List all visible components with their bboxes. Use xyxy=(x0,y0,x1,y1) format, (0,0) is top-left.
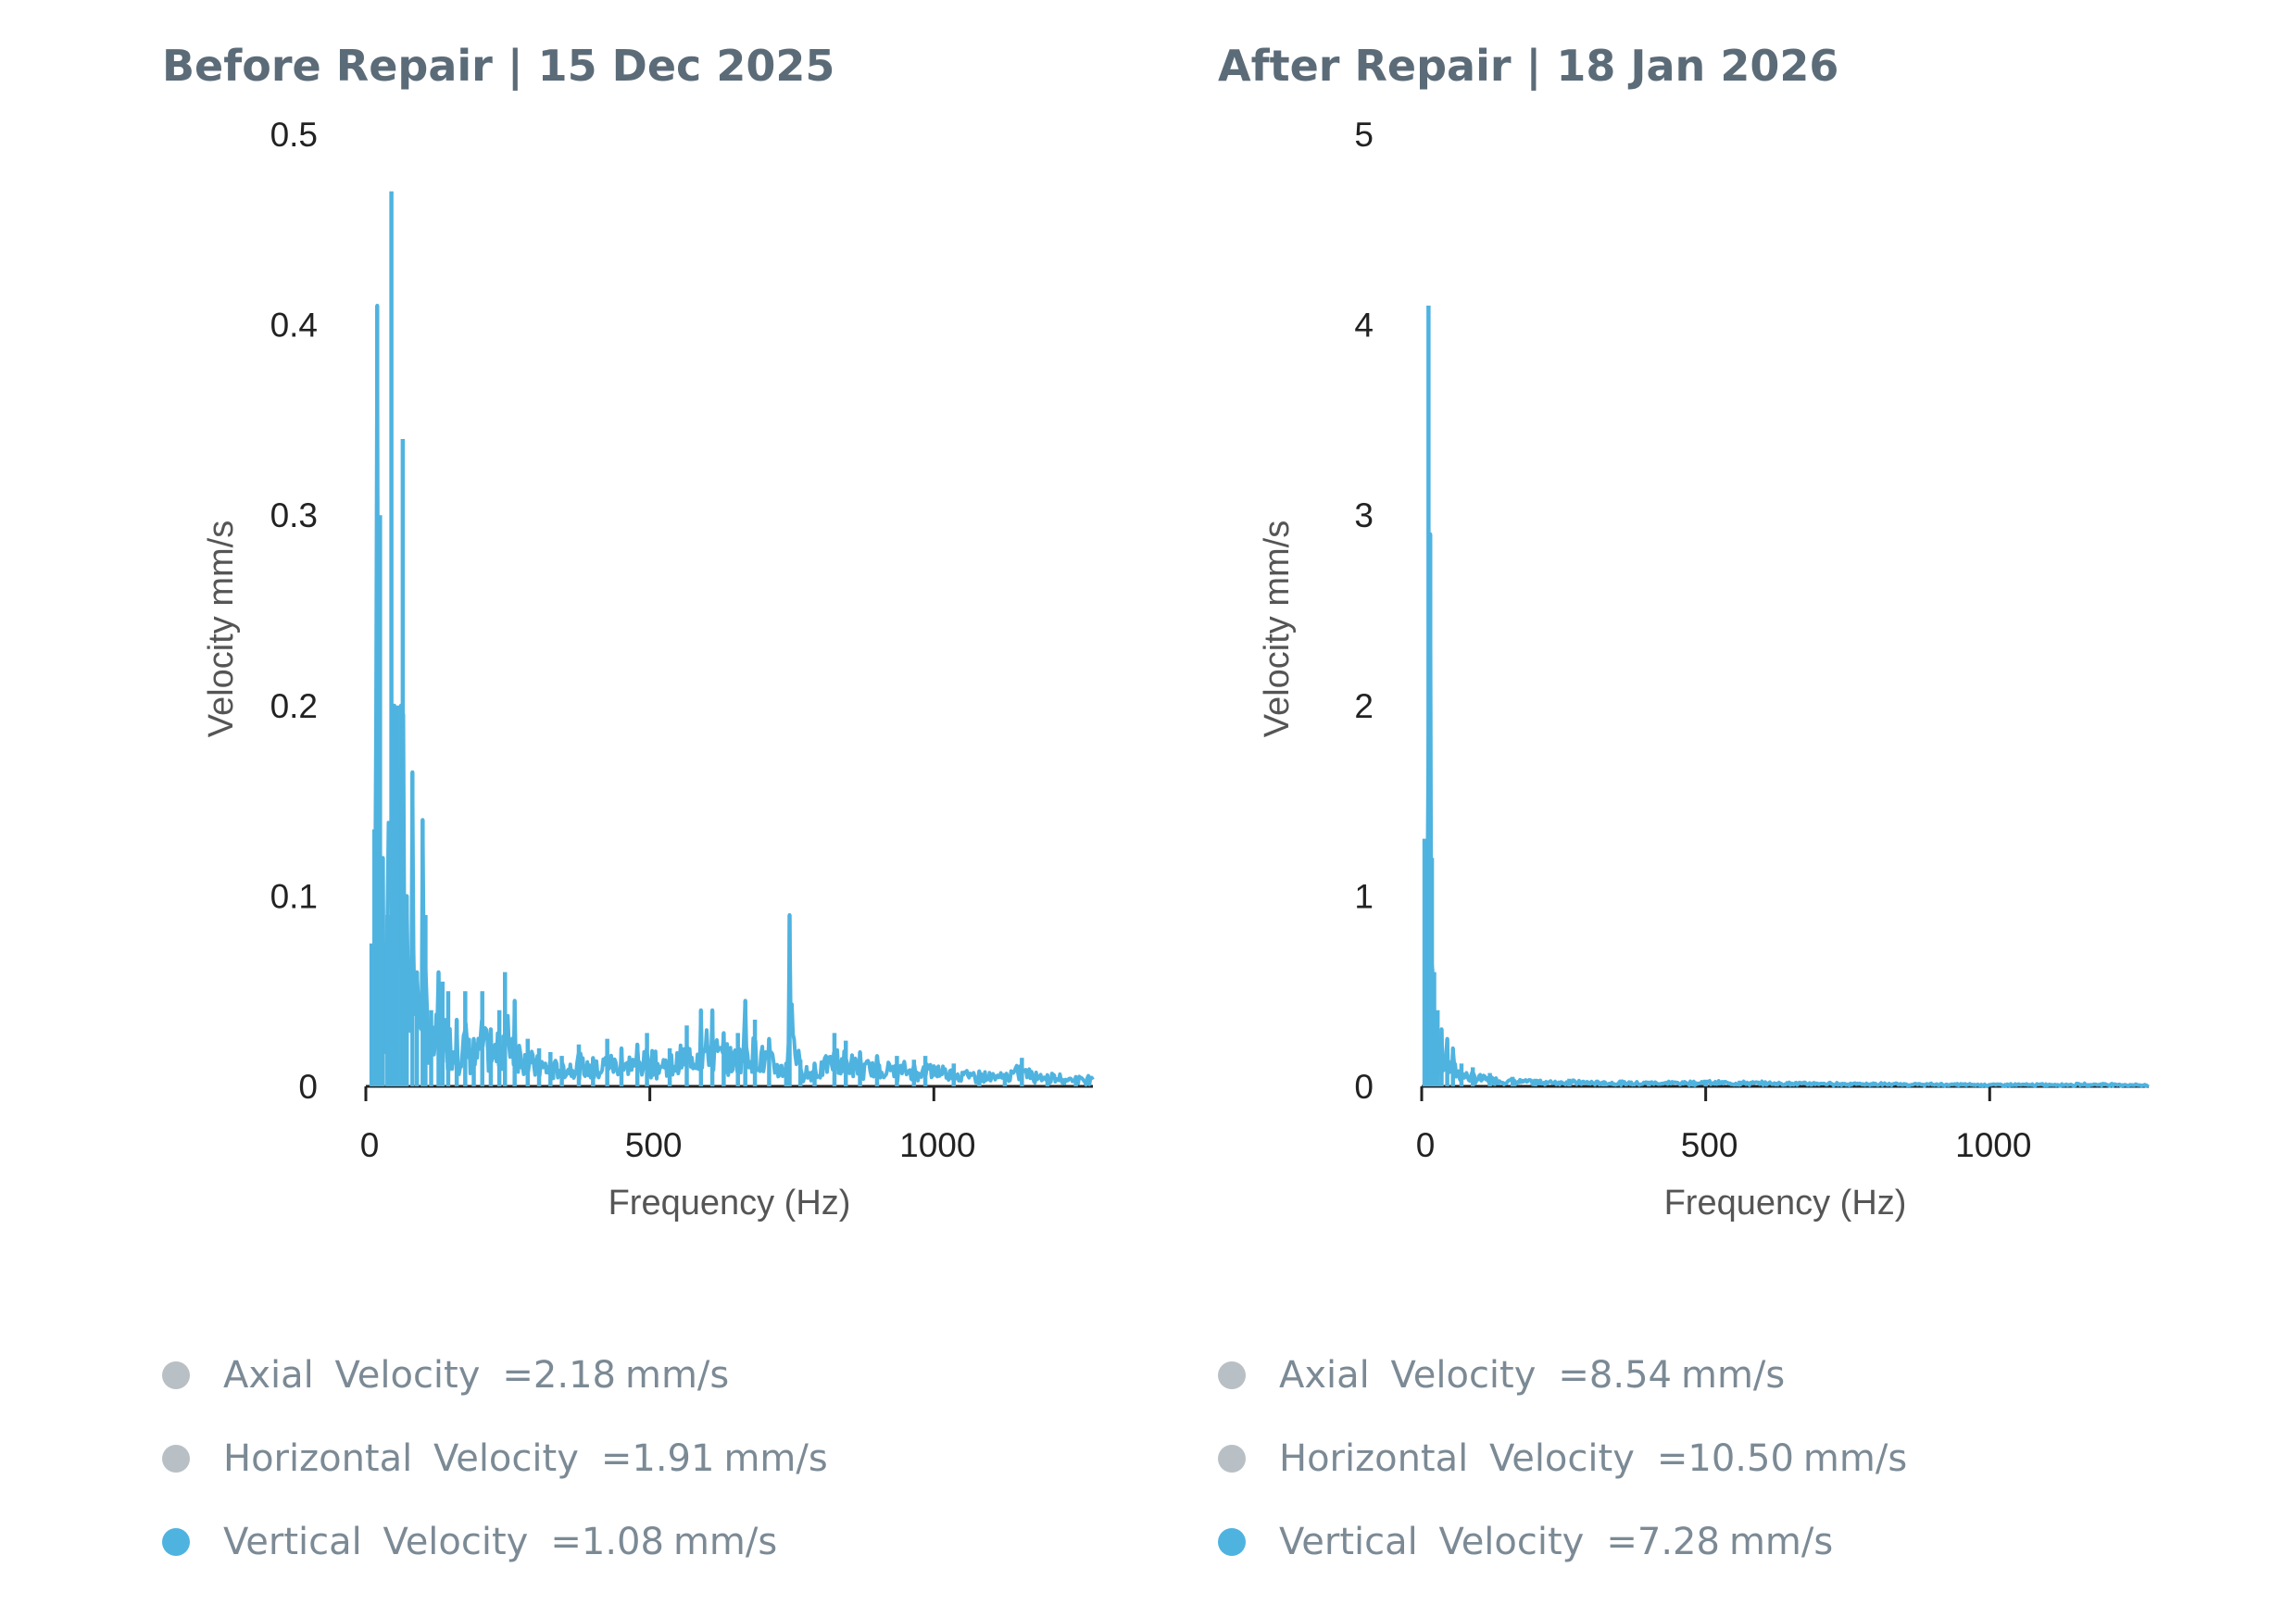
legend-dot-horizontal xyxy=(162,1445,190,1473)
spectrum-chart-before: 0 0.1 0.2 0.3 0.4 0.5 0 500 1000 Frequency (Hz) Ve… xyxy=(202,116,1095,1223)
legend-value-axial: 2.18 xyxy=(533,1354,616,1397)
y-axis-title: Velocity mm/s xyxy=(202,520,241,737)
x-tick-label: 1000 xyxy=(1955,1126,2031,1164)
legend-equals: = xyxy=(1656,1437,1688,1480)
x-axis-title: Frequency (Hz) xyxy=(609,1184,851,1223)
y-tick-label: 0.2 xyxy=(270,687,318,725)
series-line-vertical xyxy=(370,304,1095,1087)
y-tick-label: 0.3 xyxy=(270,496,318,534)
x-tick-label: 500 xyxy=(1681,1126,1738,1164)
y-tick-label: 1 xyxy=(1354,877,1374,915)
y-tick-label: 0.1 xyxy=(270,877,318,915)
legend-equals: = xyxy=(600,1437,633,1480)
y-tick-label: 0.5 xyxy=(270,116,318,154)
legend-dot-horizontal xyxy=(1218,1445,1246,1473)
chart-panel-after: After Repair | 18 Jan 2026 0 1 2 3 4 5 0 500 100… xyxy=(1218,0,2283,1605)
x-axis-title: Frequency (Hz) xyxy=(1664,1184,1907,1223)
chart-title-before: Before Repair | 15 Dec 2025 xyxy=(162,41,835,91)
y-tick-label: 2 xyxy=(1354,687,1374,725)
x-tick-label: 0 xyxy=(1416,1126,1436,1164)
x-tick-label: 0 xyxy=(360,1126,380,1164)
legend-value-axial: 8.54 xyxy=(1588,1354,1672,1397)
legend-item-vertical[interactable]: Vertical Velocity = 7.28 mm/s xyxy=(1218,1500,1907,1584)
legend-label-horizontal: Horizontal Velocity xyxy=(223,1437,579,1480)
chart-title-after: After Repair | 18 Jan 2026 xyxy=(1218,41,1839,91)
legend-before: Axial Velocity = 2.18 mm/s Horizontal Vel… xyxy=(162,1334,828,1584)
y-tick-label: 0 xyxy=(1354,1068,1374,1106)
legend-unit: mm/s xyxy=(1802,1437,1908,1480)
legend-label-vertical: Vertical Velocity xyxy=(223,1521,529,1563)
legend-label-horizontal: Horizontal Velocity xyxy=(1279,1437,1635,1480)
legend-dot-axial xyxy=(162,1361,190,1389)
legend-label-vertical: Vertical Velocity xyxy=(1279,1521,1585,1563)
legend-value-horizontal: 10.50 xyxy=(1687,1437,1794,1480)
legend-dot-vertical xyxy=(1218,1528,1246,1556)
y-tick-label: 0.4 xyxy=(270,307,318,345)
legend-unit: mm/s xyxy=(1728,1521,1834,1563)
legend-equals: = xyxy=(502,1354,533,1397)
legend-equals: = xyxy=(550,1521,582,1563)
legend-dot-axial xyxy=(1218,1361,1246,1389)
x-tick-label: 500 xyxy=(625,1126,683,1164)
legend-value-horizontal: 1.91 xyxy=(632,1437,715,1480)
legend-unit: mm/s xyxy=(672,1521,778,1563)
legend-item-axial[interactable]: Axial Velocity = 8.54 mm/s xyxy=(1218,1334,1907,1417)
legend-after: Axial Velocity = 8.54 mm/s Horizontal Vel… xyxy=(1218,1334,1907,1584)
x-tick-label: 1000 xyxy=(899,1126,975,1164)
series-line-vertical xyxy=(1423,532,2150,1088)
legend-unit: mm/s xyxy=(723,1437,828,1480)
y-axis-title: Velocity mm/s xyxy=(1258,520,1297,737)
legend-label-axial: Axial Velocity xyxy=(1279,1354,1537,1397)
legend-item-vertical[interactable]: Vertical Velocity = 1.08 mm/s xyxy=(162,1500,828,1584)
legend-value-vertical: 7.28 xyxy=(1637,1521,1720,1563)
legend-item-axial[interactable]: Axial Velocity = 2.18 mm/s xyxy=(162,1334,828,1417)
y-tick-label: 4 xyxy=(1354,307,1374,345)
y-tick-label: 0 xyxy=(298,1068,318,1106)
legend-value-vertical: 1.08 xyxy=(581,1521,664,1563)
legend-unit: mm/s xyxy=(1680,1354,1786,1397)
legend-item-horizontal[interactable]: Horizontal Velocity = 1.91 mm/s xyxy=(162,1417,828,1500)
legend-equals: = xyxy=(1606,1521,1637,1563)
y-tick-label: 5 xyxy=(1354,116,1374,154)
legend-unit: mm/s xyxy=(624,1354,730,1397)
legend-dot-vertical xyxy=(162,1528,190,1556)
spectrum-chart-after: 0 1 2 3 4 5 0 500 1000 Frequency (Hz) Velocity mm/… xyxy=(1258,116,2150,1223)
chart-panel-before: Before Repair | 15 Dec 2025 0 0.1 0.2 0.3 0.… xyxy=(162,0,1227,1605)
legend-item-horizontal[interactable]: Horizontal Velocity = 10.50 mm/s xyxy=(1218,1417,1907,1500)
legend-label-axial: Axial Velocity xyxy=(223,1354,481,1397)
legend-equals: = xyxy=(1558,1354,1589,1397)
y-tick-label: 3 xyxy=(1354,496,1374,534)
